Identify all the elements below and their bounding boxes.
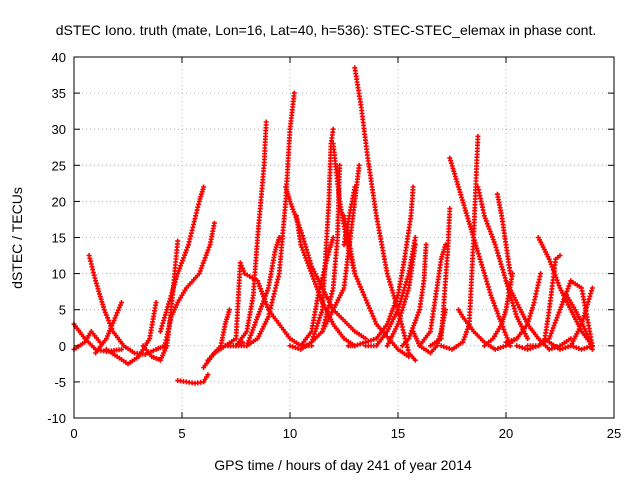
data-series	[341, 184, 358, 248]
data-series	[494, 191, 513, 277]
data-series	[86, 253, 168, 357]
y-tick-label: 30	[52, 122, 66, 137]
x-tick-label: 20	[499, 426, 513, 441]
y-tick-label: 35	[52, 86, 66, 101]
data-series-layer	[71, 65, 595, 386]
data-series	[564, 292, 595, 352]
data-series	[205, 307, 232, 363]
data-series	[211, 260, 315, 356]
data-series	[427, 206, 453, 349]
data-series	[162, 220, 217, 349]
data-series	[233, 235, 282, 349]
data-markers	[205, 307, 232, 363]
data-series	[175, 372, 211, 386]
data-series	[417, 242, 448, 349]
data-series	[345, 184, 416, 349]
data-series	[503, 271, 544, 345]
data-markers	[564, 292, 595, 352]
data-series	[384, 242, 418, 349]
data-markers	[345, 184, 416, 349]
x-tick-label: 10	[283, 426, 297, 441]
x-axis-title: GPS time / hours of day 241 of year 2014	[214, 457, 472, 473]
data-markers	[494, 191, 513, 277]
data-markers	[417, 242, 448, 349]
data-markers	[384, 242, 418, 349]
data-markers	[546, 285, 595, 352]
y-tick-label: 0	[59, 339, 66, 354]
data-series	[352, 65, 418, 363]
data-series	[399, 242, 429, 349]
data-markers	[352, 65, 418, 363]
data-markers	[157, 184, 207, 334]
data-markers	[222, 119, 269, 349]
data-markers	[162, 220, 217, 349]
y-tick-label: 15	[52, 231, 66, 246]
data-markers	[233, 235, 282, 349]
data-markers	[503, 271, 544, 345]
data-series	[244, 90, 297, 349]
data-markers	[298, 235, 336, 349]
chart-title: dSTEC Iono. truth (mate, Lon=16, Lat=40,…	[56, 22, 596, 38]
data-markers	[175, 372, 211, 386]
y-tick-label: -10	[47, 411, 66, 426]
data-series	[93, 300, 124, 356]
data-markers	[211, 260, 315, 356]
y-axis-title: dSTEC / TECUs	[9, 187, 25, 289]
grid	[74, 57, 614, 418]
y-tick-label: 10	[52, 267, 66, 282]
data-series	[298, 235, 336, 349]
data-series	[157, 184, 207, 334]
y-tick-label: 25	[52, 158, 66, 173]
data-markers	[341, 184, 358, 248]
axis-ticks: 0 5 10 15 20 25 -10 -5 0 5 10 15 20 25 30 35 40	[47, 50, 621, 441]
y-tick-label: 5	[59, 303, 66, 318]
data-markers	[399, 242, 429, 349]
data-markers	[535, 235, 595, 349]
data-markers	[93, 300, 124, 356]
y-tick-label: 20	[52, 194, 66, 209]
data-series	[222, 119, 269, 349]
data-series	[535, 235, 595, 349]
x-tick-label: 15	[391, 426, 405, 441]
data-markers	[86, 253, 168, 357]
x-tick-label: 5	[178, 426, 185, 441]
data-series	[546, 285, 595, 352]
y-tick-label: -5	[54, 375, 66, 390]
x-tick-label: 0	[70, 426, 77, 441]
y-tick-label: 40	[52, 50, 66, 65]
x-tick-label: 25	[607, 426, 621, 441]
data-markers	[427, 206, 453, 349]
data-markers	[244, 90, 297, 349]
